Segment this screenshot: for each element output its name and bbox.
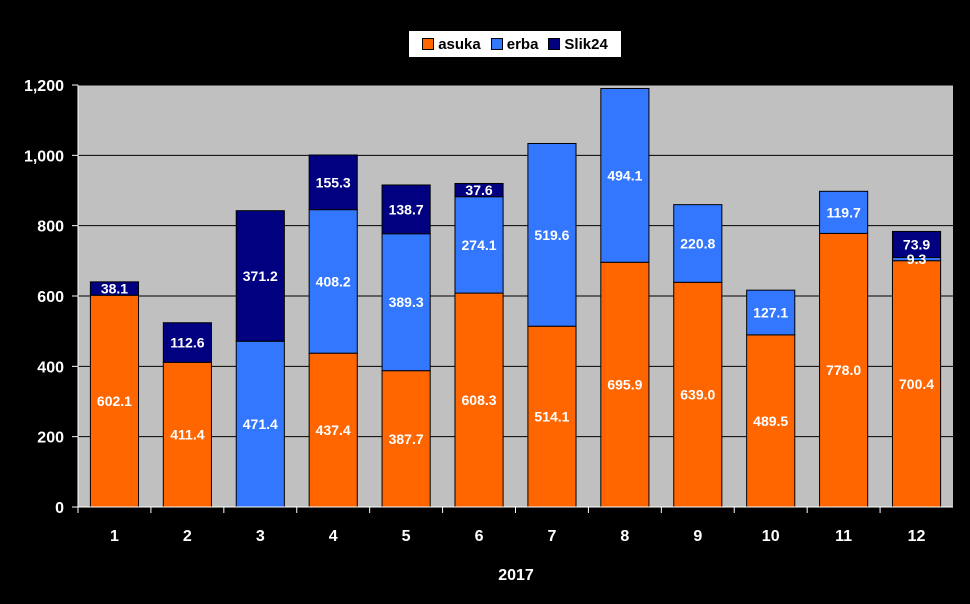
legend-label: erba <box>506 35 539 53</box>
legend-item-erba: erba <box>490 35 539 53</box>
bar-erba-4 <box>308 209 358 354</box>
bar-slik24-3 <box>235 210 285 342</box>
bar-erba-7 <box>527 142 577 327</box>
data-label: 9.3 <box>907 251 927 267</box>
x-tick-label: 11 <box>835 528 852 545</box>
legend-swatch <box>422 38 435 50</box>
data-label: 371.2 <box>243 268 278 284</box>
x-tick-label: 9 <box>693 528 702 545</box>
bar-asuka-1 <box>89 294 140 508</box>
data-label: 387.7 <box>389 431 424 447</box>
y-tick-label: 1,200 <box>24 78 64 95</box>
bar-erba-11 <box>819 190 869 234</box>
y-tick-label: 400 <box>37 359 64 376</box>
data-label: 155.3 <box>316 174 351 190</box>
bar-asuka-10 <box>746 334 796 508</box>
legend-swatch <box>490 38 503 50</box>
legend-swatch <box>548 38 561 50</box>
data-label: 127.1 <box>753 305 788 321</box>
data-label: 119.7 <box>826 204 860 220</box>
data-label: 602.1 <box>97 393 132 409</box>
bar-slik24-6 <box>454 182 504 198</box>
data-label: 38.1 <box>101 281 128 297</box>
x-tick-label: 6 <box>475 528 484 545</box>
x-tick-label: 5 <box>402 528 411 545</box>
data-label: 411.4 <box>170 427 204 443</box>
data-label: 138.7 <box>389 201 424 217</box>
x-axis-ticks: 1 2 3 4 5 6 7 8 9 10 11 12 <box>77 507 926 545</box>
bar-slik24-12 <box>891 230 942 258</box>
bar-erba-6 <box>454 196 504 294</box>
data-label: 695.9 <box>607 377 642 393</box>
data-label: 437.4 <box>316 422 351 438</box>
x-tick-label: 7 <box>548 528 557 545</box>
data-label: 112.6 <box>170 335 204 351</box>
y-tick-label: 0 <box>55 500 64 517</box>
y-tick-label: 200 <box>37 430 64 447</box>
data-label: 608.3 <box>462 392 497 408</box>
bar-erba-9 <box>673 204 723 283</box>
data-label: 220.8 <box>680 235 715 251</box>
legend-label: Slik24 <box>564 35 608 53</box>
data-label: 700.4 <box>899 376 934 392</box>
bar-slik24-5 <box>381 184 431 235</box>
y-tick-label: 800 <box>37 219 64 236</box>
data-label: 408.2 <box>316 273 351 289</box>
bars <box>89 88 942 508</box>
bar-erba-8 <box>600 88 650 263</box>
data-label: 489.5 <box>753 413 788 429</box>
bar-erba-5 <box>381 233 431 372</box>
x-tick-label: 8 <box>620 528 629 545</box>
bar-asuka-12 <box>891 260 942 508</box>
legend-item-asuka: asuka <box>422 36 481 53</box>
data-label: 471.4 <box>243 416 278 432</box>
data-label: 494.1 <box>607 167 642 183</box>
x-axis-title: 2017 <box>498 567 534 584</box>
bar-erba-10 <box>746 289 796 336</box>
bar-asuka-6 <box>454 292 504 508</box>
bar-slik24-1 <box>89 281 140 296</box>
x-tick-label: 12 <box>908 528 926 545</box>
y-tick-label: 600 <box>37 289 64 306</box>
data-label: 639.0 <box>680 387 715 403</box>
x-tick-label: 1 <box>110 528 119 545</box>
x-tick-label: 4 <box>329 528 338 545</box>
bar-slik24-2 <box>162 322 212 363</box>
bar-asuka-11 <box>819 232 869 508</box>
bar-asuka-7 <box>527 325 577 508</box>
bar-slik24-4 <box>308 154 358 211</box>
bar-asuka-9 <box>673 281 723 508</box>
data-label: 514.1 <box>534 409 569 425</box>
legend-item-slik24: Slik24 <box>548 35 608 53</box>
x-tick-label: 3 <box>256 528 265 545</box>
data-label: 274.1 <box>462 237 497 253</box>
x-tick-label: 10 <box>762 528 780 545</box>
legend-label: asuka <box>438 35 481 53</box>
data-label: 73.9 <box>903 236 930 252</box>
grid-lines <box>78 84 953 438</box>
y-tick-label: 1,000 <box>24 148 64 165</box>
data-label: 778.0 <box>826 362 861 378</box>
legend: asuka erba Slik24 <box>409 31 621 57</box>
data-labels: 602.1 38.1 411.4 112.6 471.4 371.2 437.4 408.2 1… <box>97 167 934 446</box>
data-label: 519.6 <box>534 227 569 243</box>
x-tick-label: 2 <box>183 528 192 545</box>
data-label: 37.6 <box>465 182 492 198</box>
data-label: 389.3 <box>389 294 424 310</box>
